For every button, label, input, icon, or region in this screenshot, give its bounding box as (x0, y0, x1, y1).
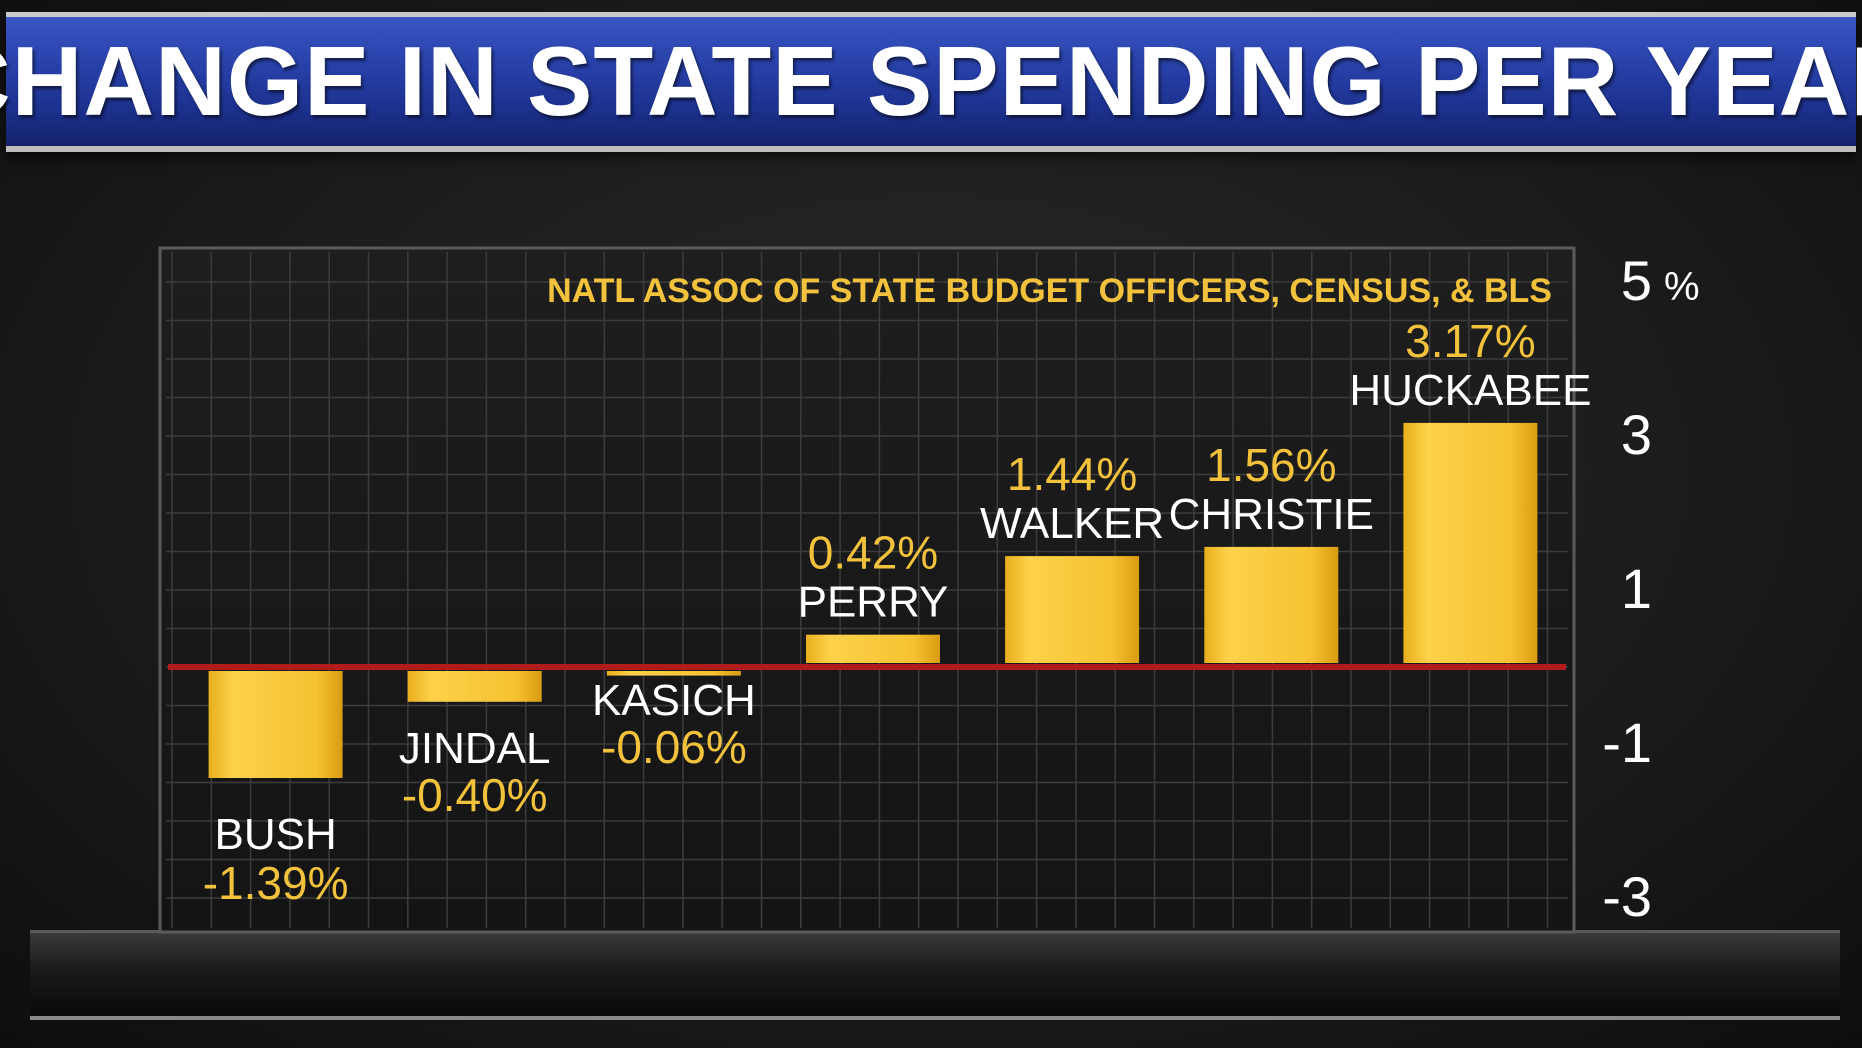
bar-value-bush: -1.39% (203, 857, 349, 909)
bar-value-huckabee: 3.17% (1405, 315, 1535, 367)
bar-name-walker: WALKER (980, 499, 1164, 548)
chart-title: CHANGE IN STATE SPENDING PER YEAR (0, 26, 1862, 136)
bar-name-bush: BUSH (214, 810, 336, 859)
bar-jindal (407, 671, 542, 702)
bar-bush (208, 671, 343, 778)
bar-value-christie: 1.56% (1206, 439, 1336, 491)
bar-christie (1204, 546, 1339, 663)
bar-name-kasich: KASICH (592, 676, 756, 725)
title-banner: CHANGE IN STATE SPENDING PER YEAR (0, 12, 1862, 152)
bar-value-kasich: -0.06% (601, 721, 747, 773)
y-tick-label: 1 (1621, 557, 1652, 620)
y-tick-label: -1 (1602, 711, 1652, 774)
bar-value-walker: 1.44% (1007, 448, 1137, 500)
bar-name-perry: PERRY (798, 578, 949, 627)
bar-labels: BUSH-1.39% JINDAL-0.40% KASICH-0.06% PERRY0… (203, 315, 1592, 909)
y-tick-label: 5 (1621, 249, 1652, 312)
bar-huckabee (1403, 422, 1538, 663)
bar-value-perry: 0.42% (808, 527, 938, 579)
y-unit-label: % (1664, 265, 1700, 309)
bar-value-jindal: -0.40% (402, 769, 548, 821)
bar-perry (806, 634, 940, 663)
bar-kasich (606, 671, 741, 676)
bar-name-huckabee: HUCKABEE (1349, 366, 1591, 415)
source-note: NATL ASSOC OF STATE BUDGET OFFICERS, CEN… (547, 272, 1552, 310)
bar-name-jindal: JINDAL (399, 724, 551, 773)
y-axis: 5 % 3 1 -1 -3 (1602, 249, 1699, 928)
y-tick-label: -3 (1602, 865, 1652, 928)
bar-walker (1005, 556, 1140, 663)
bars (208, 422, 1538, 778)
y-tick-label: 3 (1621, 403, 1652, 466)
bar-name-christie: CHRISTIE (1169, 490, 1374, 539)
